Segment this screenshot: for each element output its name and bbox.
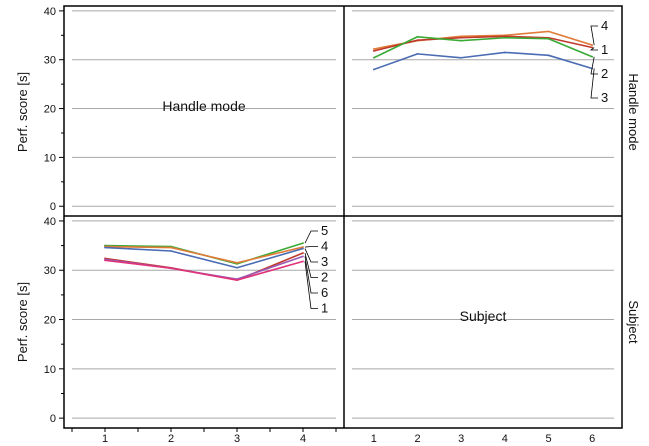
x-tick-label-upper-right-5: 5	[545, 433, 551, 445]
point-lower-left-2-4	[302, 252, 304, 254]
point-lower-left-4-3	[236, 261, 238, 264]
y-tick-label-r1-20: 20	[44, 315, 56, 327]
point-lower-left-3-2	[170, 250, 172, 252]
series-label-lower-left-2: 2	[321, 270, 328, 285]
point-lower-left-3-1	[104, 246, 106, 249]
series-line-lower-left-1	[104, 259, 304, 281]
point-upper-right-3-2	[416, 52, 419, 55]
point-upper-right-2-2	[416, 35, 419, 38]
y-tick-label-r0-10: 10	[44, 152, 56, 164]
series-label-upper-right-3: 3	[601, 90, 608, 105]
series-line-upper-right-2	[373, 35, 593, 59]
x-tick-label-upper-right-1: 1	[371, 433, 377, 445]
x-tick-label-lower-left-3: 3	[234, 433, 240, 445]
point-upper-right-2-1	[372, 56, 375, 59]
leader-lower-left-1	[304, 261, 318, 309]
leader-lower-left-5	[304, 230, 318, 244]
leader-lower-left-4	[304, 246, 318, 248]
outer-frame	[63, 5, 623, 429]
x-tick-label-upper-right-3: 3	[458, 433, 464, 445]
leader-lower-left-3	[304, 248, 318, 263]
leader-lower-left-6	[304, 256, 318, 294]
point-upper-right-1-3	[460, 36, 463, 39]
point-upper-right-4-5	[547, 30, 550, 33]
point-upper-right-2-6	[591, 55, 594, 58]
tick-layer	[59, 10, 337, 432]
leader-upper-right-3	[590, 68, 598, 99]
y-tick-label-r0-0: 0	[50, 201, 56, 213]
y-tick-label-r1-30: 30	[44, 265, 56, 277]
point-upper-right-2-5	[547, 37, 550, 40]
point-upper-right-4-3	[460, 35, 463, 38]
point-upper-right-3-3	[460, 56, 463, 59]
point-upper-right-1-4	[503, 35, 506, 38]
y-tick-label-r0-40: 40	[44, 6, 56, 18]
frame-layer	[63, 5, 623, 429]
point-lower-left-4-2	[170, 246, 172, 249]
y-axis-title-bottom: Perf. score [s]	[15, 282, 30, 362]
point-upper-right-1-1	[372, 50, 375, 52]
y-tick-label-r1-0: 0	[50, 413, 56, 425]
x-tick-label-lower-left-4: 4	[300, 433, 306, 445]
series-label-lower-left-6: 6	[321, 285, 328, 300]
x-tick-label-lower-left-2: 2	[168, 433, 174, 445]
lower-right-panel-label: Subject	[460, 308, 507, 324]
point-lower-left-1-2	[170, 267, 172, 270]
point-lower-left-4-4	[302, 246, 304, 248]
point-lower-left-3-4	[302, 247, 304, 250]
series-line-upper-right-3	[373, 51, 593, 71]
point-lower-left-1-4	[302, 260, 304, 263]
row-label-handle-mode: Handle mode	[626, 73, 641, 150]
point-upper-right-2-3	[460, 39, 463, 42]
y-tick-label-r1-40: 40	[44, 216, 56, 228]
grid-layer	[72, 10, 614, 419]
point-upper-right-1-6	[591, 46, 594, 49]
leader-upper-right-4	[590, 25, 598, 46]
x-tick-label-upper-right-2: 2	[414, 433, 420, 445]
point-upper-right-3-1	[372, 68, 375, 71]
series-line-lower-left-3	[104, 246, 304, 269]
series-label-lower-left-5: 5	[321, 223, 328, 238]
y-tick-label-r0-20: 20	[44, 104, 56, 116]
y-tick-label-r0-30: 30	[44, 55, 56, 67]
x-tick-label-upper-right-4: 4	[502, 433, 508, 445]
point-upper-right-4-1	[372, 48, 375, 50]
series-layer	[104, 30, 594, 281]
point-upper-right-3-5	[547, 54, 550, 57]
point-lower-left-6-4	[302, 255, 304, 258]
point-upper-right-1-2	[416, 39, 419, 42]
x-tick-label-lower-left-1: 1	[102, 433, 108, 445]
leader-lower-left-2	[304, 252, 318, 278]
series-label-lower-left-1: 1	[321, 301, 328, 316]
y-tick-label-r1-10: 10	[44, 364, 56, 376]
leader-upper-right-1	[589, 47, 598, 51]
series-line-upper-right-1	[373, 35, 593, 52]
series-label-lower-left-3: 3	[321, 254, 328, 269]
x-tick-label-upper-right-6: 6	[589, 433, 595, 445]
series-line-lower-left-4	[104, 245, 304, 264]
series-label-upper-right-1: 1	[601, 42, 608, 57]
series-label-upper-right-4: 4	[601, 18, 608, 33]
point-lower-left-5-4	[302, 242, 304, 245]
row-label-subject: Subject	[626, 300, 641, 344]
series-label-lower-left-4: 4	[321, 239, 328, 254]
point-upper-right-4-6	[591, 44, 594, 46]
point-lower-left-3-3	[236, 266, 238, 269]
series-label-upper-right-2: 2	[601, 66, 608, 81]
point-lower-left-1-3	[236, 279, 238, 281]
point-lower-left-1-1	[104, 259, 106, 262]
upper-left-panel-label: Handle mode	[162, 98, 245, 114]
point-upper-right-3-4	[503, 51, 506, 54]
y-axis-title-top: Perf. score [s]	[15, 72, 30, 152]
point-upper-right-2-4	[503, 36, 506, 39]
leader-upper-right-2	[590, 56, 598, 75]
